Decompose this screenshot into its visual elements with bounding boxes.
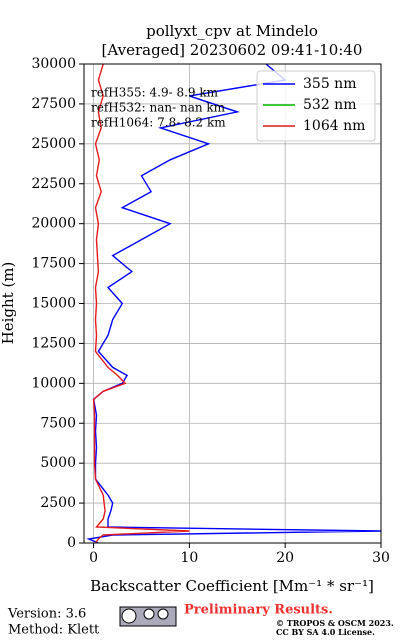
y-tick-label: 7500 bbox=[40, 415, 76, 431]
legend-label: 532 nm bbox=[303, 97, 356, 113]
profile-line bbox=[86, 64, 381, 543]
annotation: refH1064: 7.8- 8.2 km bbox=[91, 116, 226, 130]
x-axis-label: Backscatter Coefficient [Mm⁻¹ * sr⁻¹] bbox=[90, 577, 374, 595]
chart-title: pollyxt_cpv at Mindelo bbox=[146, 22, 318, 40]
license-icon bbox=[119, 606, 177, 627]
y-tick-label: 30000 bbox=[31, 56, 76, 72]
legend-box bbox=[256, 70, 376, 142]
footer-status: Preliminary Results. bbox=[184, 603, 333, 618]
y-tick-label: 10000 bbox=[31, 375, 76, 391]
footer-version: Version: 3.6 bbox=[7, 607, 86, 622]
footer-method: Method: Klett bbox=[8, 623, 100, 638]
x-tick-label: 30 bbox=[372, 550, 390, 566]
plot-frame bbox=[83, 63, 382, 544]
y-tick-label: 25000 bbox=[31, 136, 76, 152]
y-tick-label: 17500 bbox=[31, 256, 76, 272]
x-tick-label: 0 bbox=[89, 550, 98, 566]
profile-line bbox=[92, 64, 190, 543]
x-tick-label: 10 bbox=[180, 550, 198, 566]
y-tick-label: 2500 bbox=[40, 495, 76, 511]
annotation: refH355: 4.9- 8.9 km bbox=[91, 86, 219, 100]
footer-license: CC BY SA 4.0 License. bbox=[276, 627, 375, 637]
chart-subtitle: [Averaged] 20230602 09:41-10:40 bbox=[102, 41, 363, 59]
y-tick-label: 20000 bbox=[31, 216, 76, 232]
y-tick-label: 27500 bbox=[31, 96, 76, 112]
y-tick-label: 0 bbox=[67, 535, 76, 551]
x-tick-label: 20 bbox=[276, 550, 294, 566]
y-tick-label: 15000 bbox=[31, 296, 76, 312]
legend-label: 355 nm bbox=[303, 76, 356, 92]
annotation: refH532: nan- nan km bbox=[91, 101, 226, 115]
legend-label: 1064 nm bbox=[303, 118, 365, 134]
y-tick-label: 5000 bbox=[40, 455, 76, 471]
y-tick-label: 22500 bbox=[31, 176, 76, 192]
y-axis-label: Height (m) bbox=[0, 262, 17, 345]
y-tick-label: 12500 bbox=[31, 335, 76, 351]
footer-copyright: © TROPOS & OSCM 2023. bbox=[276, 618, 394, 628]
